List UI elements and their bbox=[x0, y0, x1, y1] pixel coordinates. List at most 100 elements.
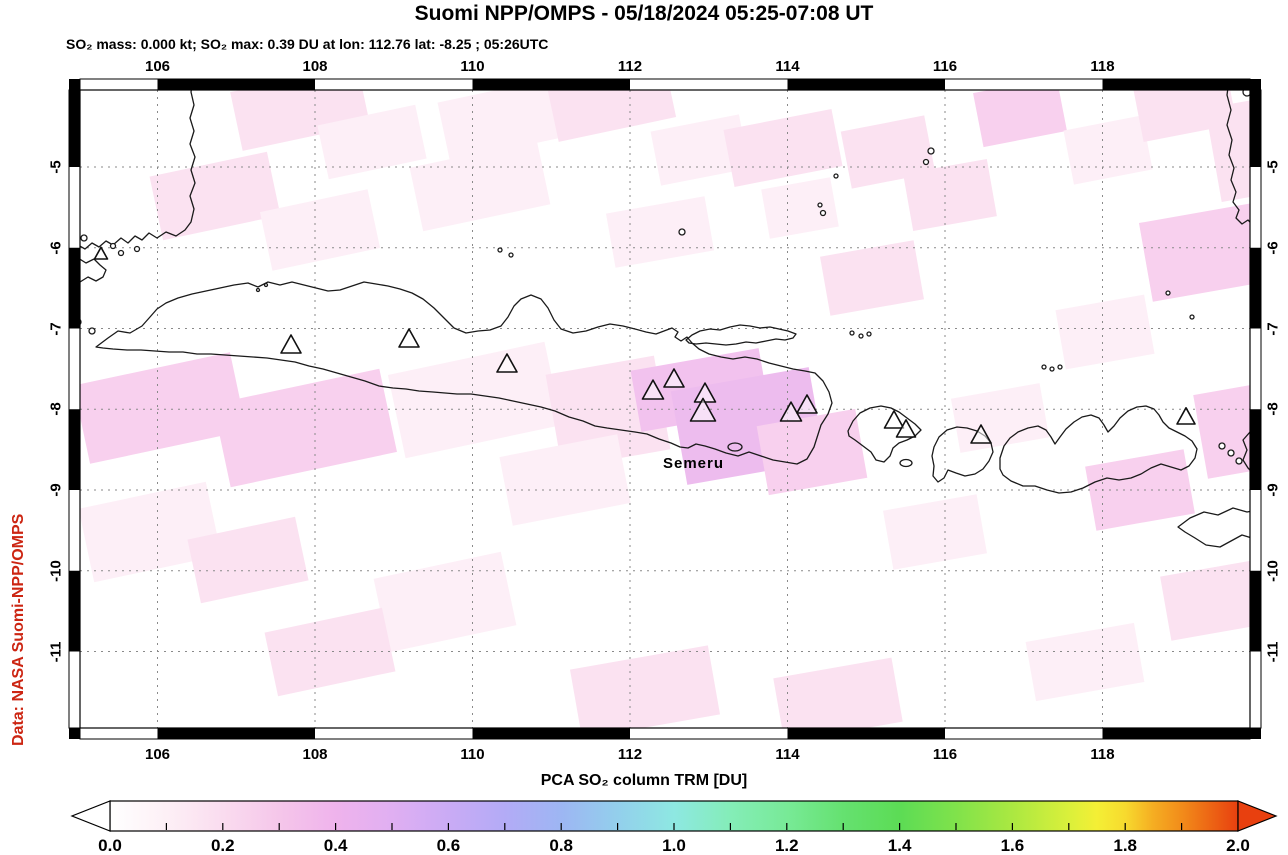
colorbar-title: PCA SO₂ column TRM [DU] bbox=[540, 772, 748, 789]
page-title: Suomi NPP/OMPS - 05/18/2024 05:25-07:08 … bbox=[414, 2, 874, 25]
islet bbox=[88, 327, 96, 335]
frame-band-segment bbox=[1250, 90, 1261, 167]
volcano-triangle-icon bbox=[496, 353, 518, 373]
islet bbox=[508, 252, 514, 258]
volcano-label-semeru: Semeru bbox=[663, 455, 725, 472]
so2-patch bbox=[499, 434, 631, 526]
frame-band-segment bbox=[69, 90, 80, 167]
coastline-sumbawa bbox=[999, 405, 1198, 494]
volcano-marker-layer bbox=[93, 246, 1196, 444]
lon-tick-label-top: 106 bbox=[144, 58, 171, 75]
lat-tick-label-right: -7 bbox=[1264, 321, 1282, 336]
so2-patch bbox=[723, 109, 843, 187]
island-nusa-barung bbox=[727, 442, 743, 452]
colorbar bbox=[70, 800, 1278, 832]
so2-patch bbox=[1138, 202, 1250, 302]
islet bbox=[117, 249, 125, 257]
so2-patch bbox=[373, 551, 517, 653]
frame-band-segment bbox=[1250, 570, 1261, 652]
frame-band-segment bbox=[787, 728, 945, 739]
so2-patch bbox=[605, 196, 715, 268]
so2-patch bbox=[387, 341, 563, 459]
islet bbox=[817, 202, 823, 208]
islet bbox=[109, 242, 117, 250]
lon-tick-label-top: 116 bbox=[932, 58, 958, 75]
colorbar-underflow-arrow bbox=[70, 800, 111, 832]
lon-tick-label-top: 112 bbox=[617, 58, 643, 75]
map-border bbox=[79, 89, 1251, 729]
volcano-triangle-icon bbox=[883, 410, 905, 429]
frame-band-segment bbox=[1102, 79, 1250, 90]
volcano-triangle-icon bbox=[895, 419, 917, 438]
so2-patch bbox=[80, 481, 222, 583]
islet bbox=[255, 287, 261, 293]
lon-tick-label-top: 118 bbox=[1090, 58, 1115, 75]
lon-tick-label-bottom: 108 bbox=[302, 746, 328, 763]
islet bbox=[849, 330, 855, 336]
so2-patch bbox=[1193, 381, 1250, 479]
volcano-triangle-icon bbox=[93, 246, 109, 260]
colorbar-tick-label: 0.4 bbox=[323, 836, 348, 855]
so2-patch bbox=[756, 408, 868, 496]
islet bbox=[497, 247, 503, 253]
lon-tick-label-bottom: 112 bbox=[617, 746, 643, 763]
islet bbox=[922, 158, 930, 166]
so2-patch bbox=[264, 607, 396, 697]
so2-patch bbox=[547, 90, 677, 142]
so2-patch bbox=[1025, 622, 1145, 702]
islet bbox=[858, 333, 864, 339]
so2-patch bbox=[761, 177, 839, 239]
volcano-triangle-icon bbox=[1176, 406, 1196, 425]
lat-tick-label-right: -10 bbox=[1264, 559, 1282, 582]
frame-corner bbox=[69, 728, 80, 739]
so2-patch bbox=[569, 645, 721, 728]
islet bbox=[1242, 90, 1250, 97]
lon-tick-label-bottom: 114 bbox=[775, 746, 800, 763]
so2-patch bbox=[187, 516, 309, 604]
frame-band-segment bbox=[472, 79, 630, 90]
colorbar-tick-label: 0.6 bbox=[436, 836, 461, 855]
islet bbox=[1057, 364, 1063, 370]
islet bbox=[866, 331, 872, 337]
so2-patch bbox=[1205, 98, 1250, 202]
islet bbox=[1235, 457, 1243, 465]
coastline-lombok bbox=[931, 426, 994, 483]
small-islands bbox=[80, 90, 1250, 465]
lat-tick-label-left: -6 bbox=[47, 241, 65, 255]
gridline-layer bbox=[80, 90, 1250, 728]
lon-tick-label-top: 114 bbox=[775, 58, 800, 75]
so2-patch bbox=[1085, 449, 1195, 531]
lon-tick-label-bottom: 116 bbox=[932, 746, 958, 763]
islet bbox=[133, 245, 141, 253]
lon-tick-label-bottom: 118 bbox=[1090, 746, 1115, 763]
lat-tick-label-right: -8 bbox=[1264, 402, 1282, 416]
map-frame bbox=[68, 78, 1262, 740]
coastline-layer bbox=[80, 90, 1250, 548]
frame-band-segment bbox=[157, 728, 315, 739]
lat-tick-label-left: -7 bbox=[47, 321, 65, 336]
lat-tick-label-left: -9 bbox=[47, 483, 65, 497]
colorbar-tick-label: 1.4 bbox=[887, 836, 912, 855]
islet bbox=[1227, 449, 1235, 457]
so2-patch bbox=[437, 90, 563, 162]
coastline-sumba bbox=[1177, 507, 1250, 548]
volcano-triangle-icon bbox=[779, 401, 803, 422]
islet bbox=[80, 234, 88, 242]
lat-tick-label-right: -5 bbox=[1264, 160, 1282, 174]
frame-band-segment bbox=[1250, 247, 1261, 329]
volcano-triangle-icon bbox=[280, 334, 302, 354]
coastline-sulawesi bbox=[1226, 90, 1250, 225]
so2-patch bbox=[409, 140, 551, 232]
islet bbox=[678, 228, 686, 236]
colorbar-tick-label: 1.6 bbox=[1000, 836, 1025, 855]
frame-band-segment bbox=[69, 247, 80, 329]
lat-tick-label-right: -6 bbox=[1264, 241, 1282, 255]
volcano-triangle-icon bbox=[689, 397, 717, 422]
so2-patch bbox=[259, 189, 381, 271]
frame-corner bbox=[1250, 728, 1261, 739]
so2-patch bbox=[883, 494, 987, 570]
islet bbox=[1189, 314, 1195, 320]
lat-tick-label-left: -8 bbox=[47, 402, 65, 416]
frame-band-segment bbox=[157, 79, 315, 90]
